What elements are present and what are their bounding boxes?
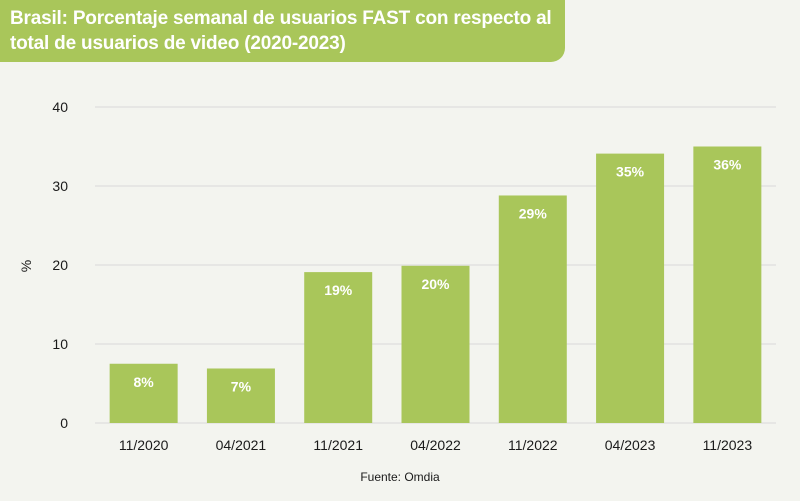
x-tick-label: 04/2023 — [605, 437, 656, 453]
y-axis-ticks: 0 10 20 30 40 — [52, 99, 68, 431]
bar-11/2021 — [304, 272, 373, 423]
x-tick-label: 11/2022 — [508, 437, 558, 453]
bar-04/2023 — [596, 153, 665, 424]
data-label-11/2022: 29% — [519, 205, 548, 221]
bar-11/2020 — [109, 363, 178, 423]
y-axis-title: % — [18, 260, 34, 272]
y-tick-label: 40 — [52, 99, 68, 115]
bar-11/2022 — [498, 195, 567, 423]
x-tick-label: 11/2020 — [119, 437, 169, 453]
bar-11/2023 — [693, 146, 762, 423]
chart-title: Brasil: Porcentaje semanal de usuarios F… — [10, 8, 552, 54]
x-tick-label: 11/2023 — [703, 437, 753, 453]
y-tick-label: 20 — [52, 257, 68, 273]
x-tick-label: 04/2022 — [410, 437, 461, 453]
y-tick-label: 30 — [52, 178, 68, 194]
data-label-04/2022: 20% — [421, 276, 450, 292]
data-label-04/2021: 7% — [231, 378, 252, 394]
x-tick-label: 11/2021 — [313, 437, 363, 453]
y-tick-label: 0 — [60, 415, 68, 431]
bars — [109, 146, 762, 424]
bar-04/2021 — [206, 368, 275, 423]
x-tick-label: 04/2021 — [216, 437, 267, 453]
data-labels: 8% 7% 19% 20% 29% 35% 36% — [134, 157, 742, 395]
data-label-11/2020: 8% — [134, 374, 155, 390]
y-tick-label: 10 — [52, 336, 68, 352]
bar-04/2022 — [401, 265, 470, 423]
data-label-11/2023: 36% — [713, 157, 742, 173]
x-axis-ticks: 11/2020 04/2021 11/2021 04/2022 11/2022 04/20… — [119, 437, 752, 453]
data-label-04/2023: 35% — [616, 164, 645, 180]
source-note: Fuente: Omdia — [360, 470, 440, 484]
data-label-11/2021: 19% — [324, 282, 353, 298]
title-banner: Brasil: Porcentaje semanal de usuarios F… — [0, 0, 565, 62]
